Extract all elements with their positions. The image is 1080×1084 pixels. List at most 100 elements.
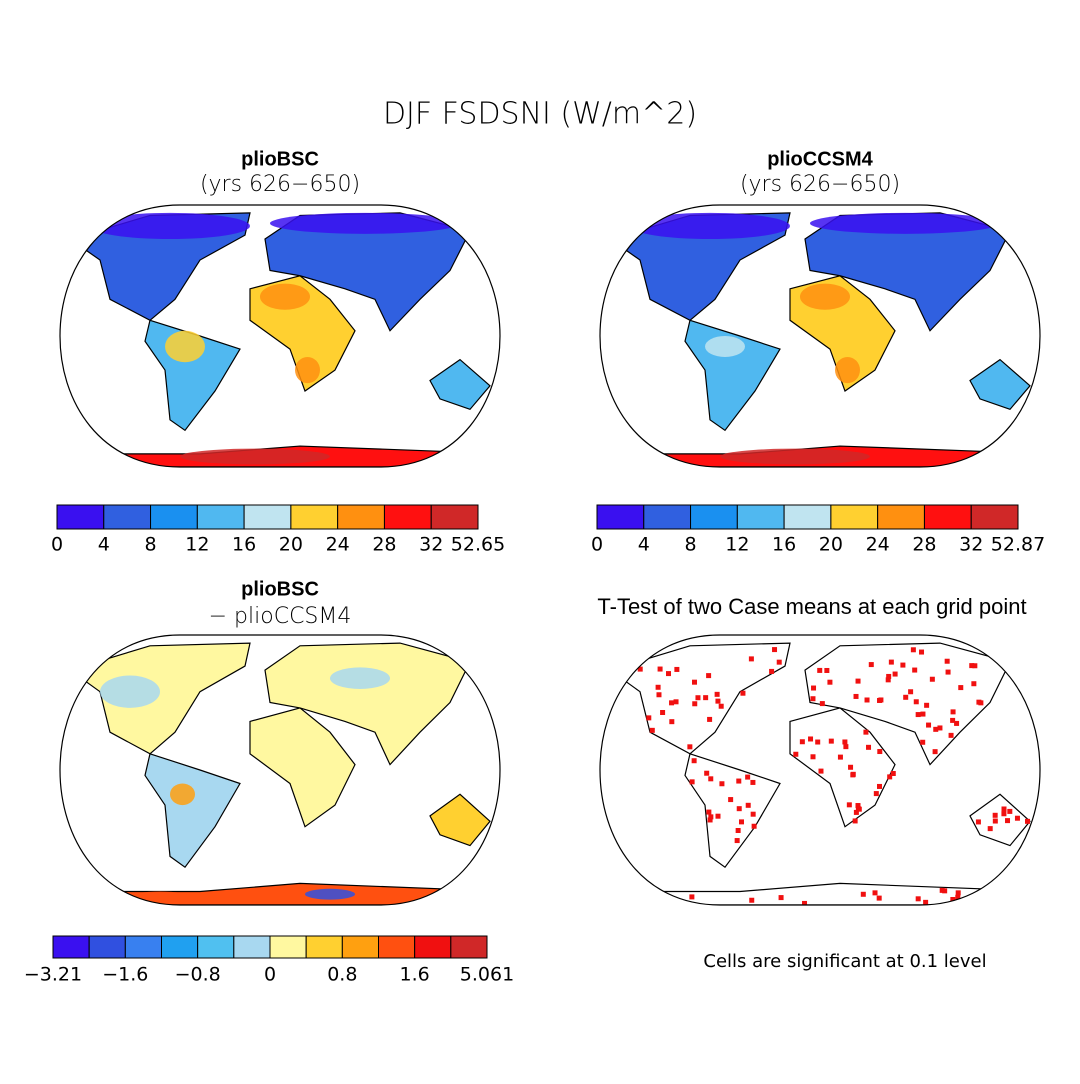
significant-cell xyxy=(819,701,825,707)
significant-cell xyxy=(719,781,725,787)
colorbar-label: 24 xyxy=(866,534,890,556)
shade-patch xyxy=(835,356,860,384)
colorbar-label: 16 xyxy=(232,534,256,556)
significant-cell xyxy=(915,896,921,902)
colorbar-label: 32 xyxy=(419,534,443,556)
significant-cell xyxy=(972,663,978,669)
significant-cell xyxy=(748,656,754,662)
significant-cell xyxy=(863,729,869,735)
colorbar-label: 16 xyxy=(772,534,796,556)
shade-patch xyxy=(295,356,320,384)
significant-cell xyxy=(637,666,643,672)
colorbar-swatch xyxy=(103,504,152,530)
landmass xyxy=(648,882,982,905)
significant-cell xyxy=(876,895,882,901)
significant-cell xyxy=(969,663,975,669)
colorbar-swatch xyxy=(196,504,245,530)
significant-cell xyxy=(855,806,861,812)
significant-cell xyxy=(749,897,755,903)
significant-cell xyxy=(718,703,724,709)
significant-cell xyxy=(715,698,721,704)
significant-cell xyxy=(1001,811,1007,817)
shade-patch xyxy=(260,283,310,310)
significant-cell xyxy=(1005,818,1011,824)
significant-cell xyxy=(769,668,775,674)
colorbar-swatch xyxy=(56,504,105,530)
significant-cell xyxy=(932,749,938,755)
panel-subtitle: (yrs 626−650) xyxy=(200,172,360,197)
colorbar-swatch xyxy=(970,504,1019,530)
significant-cell xyxy=(657,666,663,672)
significant-cell xyxy=(728,797,734,803)
shade-patch xyxy=(630,212,790,240)
significant-cell xyxy=(736,806,742,812)
significant-cell xyxy=(811,685,817,691)
figure-title: DJF FSDSNI (W/m^2) xyxy=(383,97,697,132)
ttest-title: T-Test of two Case means at each grid po… xyxy=(597,594,1026,619)
colorbar-label: 0.8 xyxy=(327,964,357,986)
landmass xyxy=(789,707,896,828)
colorbar-swatch xyxy=(383,504,432,530)
significant-cell xyxy=(926,722,932,728)
colorbar-swatch xyxy=(450,935,488,959)
colorbar-label: 12 xyxy=(725,534,749,556)
significant-cell xyxy=(708,776,714,782)
colorbar-swatch xyxy=(877,504,925,530)
significant-cell xyxy=(649,727,655,733)
significant-cell xyxy=(666,671,672,677)
significant-cell xyxy=(706,673,712,679)
significant-cell xyxy=(848,764,854,770)
colorbar-swatch xyxy=(341,935,380,959)
colorbar-label: 24 xyxy=(326,534,350,556)
colorbar-label: 5.061 xyxy=(460,964,514,986)
significant-cell xyxy=(915,712,921,718)
landmass xyxy=(804,642,1011,766)
significant-cell xyxy=(703,695,709,701)
significant-cell xyxy=(1007,808,1013,814)
landmass xyxy=(969,793,1031,847)
significant-cell xyxy=(950,717,956,723)
colorbar-swatch xyxy=(269,935,307,959)
colorbar-label: 4 xyxy=(98,534,110,556)
significant-cell xyxy=(837,754,843,760)
significant-cell xyxy=(695,695,701,701)
map-border xyxy=(599,634,1041,906)
colorbar-swatch xyxy=(233,935,271,959)
significant-cell xyxy=(714,691,720,697)
landmass xyxy=(429,358,491,411)
significant-cell xyxy=(660,709,666,715)
significant-cell xyxy=(817,667,823,673)
map-body xyxy=(608,212,1031,467)
colorbar-label: 28 xyxy=(912,534,936,556)
significant-cell xyxy=(810,754,816,760)
colorbar-label: 20 xyxy=(819,534,843,556)
colorbar-swatch xyxy=(150,504,198,530)
colorbar-swatch xyxy=(643,504,692,530)
significant-cell xyxy=(868,662,874,668)
significant-cell xyxy=(715,813,721,819)
ttest-note: Cells are significant at 0.1 level xyxy=(703,951,986,972)
colorbar-label: 32 xyxy=(959,534,983,556)
colorbar-label: 1.6 xyxy=(400,964,430,986)
significant-cell xyxy=(873,791,879,797)
significant-cell xyxy=(912,667,918,673)
significant-cell xyxy=(689,779,695,785)
significant-cell xyxy=(950,709,956,715)
landmass xyxy=(144,753,241,869)
colorbar-swatch xyxy=(783,504,832,530)
significant-cell xyxy=(853,809,859,815)
significant-cell xyxy=(887,774,893,780)
significant-cell xyxy=(664,896,670,902)
colorbar-label: 0 xyxy=(591,534,603,556)
significant-cell xyxy=(810,696,816,702)
significant-cell xyxy=(828,738,834,744)
colorbar-swatch xyxy=(596,504,645,530)
significant-cell xyxy=(778,895,784,901)
significant-cell xyxy=(802,900,808,905)
significant-cell xyxy=(669,719,675,725)
panel-title: plioCCSM4 xyxy=(767,148,873,170)
landmass xyxy=(684,753,781,869)
significant-cell xyxy=(799,739,805,745)
significant-cell xyxy=(913,699,919,705)
significant-cell xyxy=(939,887,945,893)
